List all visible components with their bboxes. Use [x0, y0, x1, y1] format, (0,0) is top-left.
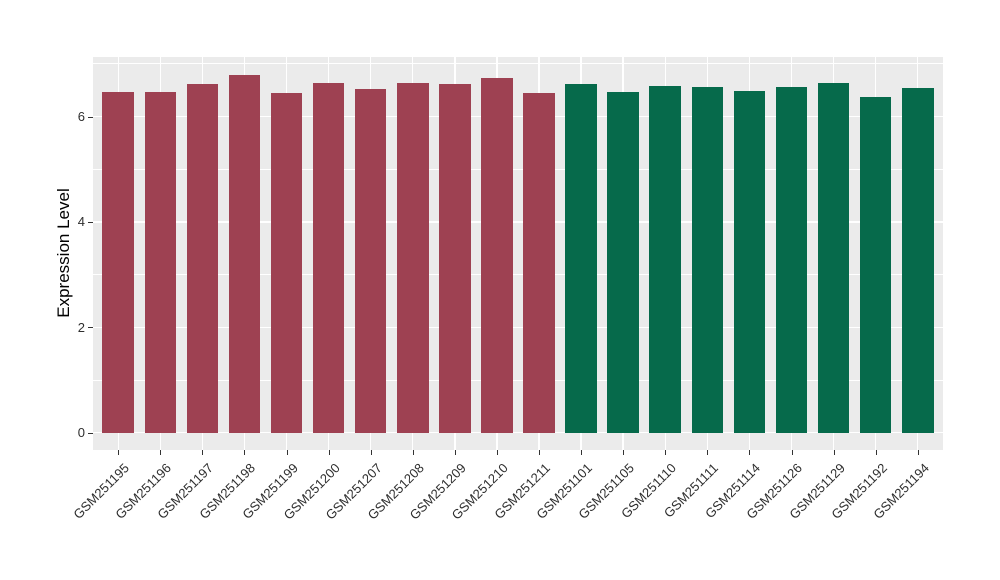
x-axis-tick [412, 450, 414, 455]
bar-GSM251129 [817, 82, 850, 433]
y-tick-label: 4 [77, 214, 85, 230]
x-axis-tick [581, 450, 583, 455]
major-gridline [93, 221, 943, 223]
y-axis-tick [88, 221, 93, 223]
x-axis-tick [328, 450, 330, 455]
x-axis-tick [707, 450, 709, 455]
major-gridline [93, 431, 943, 434]
x-axis-tick [244, 450, 246, 455]
bar-GSM251200 [312, 82, 345, 433]
plot-panel [93, 57, 943, 450]
x-axis-tick [875, 450, 877, 455]
bar-GSM251209 [439, 84, 471, 433]
bar-GSM251199 [270, 92, 303, 433]
bar-GSM251198 [228, 74, 261, 433]
bar-GSM251211 [523, 92, 555, 433]
x-axis-tick [791, 450, 793, 455]
bar-GSM251114 [733, 91, 766, 433]
bar-GSM251192 [859, 96, 892, 433]
bar-GSM251196 [144, 91, 177, 433]
bar-GSM251194 [901, 87, 934, 433]
y-axis-tick [88, 432, 93, 434]
x-axis-tick [454, 450, 456, 455]
bar-GSM251208 [397, 82, 429, 433]
y-axis-title: Expression Level [54, 188, 73, 318]
y-axis-tick [88, 327, 93, 329]
y-axis-tick [88, 116, 93, 118]
x-axis-tick [118, 450, 120, 455]
y-tick-label: 6 [77, 109, 85, 125]
bar-GSM251207 [354, 88, 387, 433]
x-axis-tick [623, 450, 625, 455]
bar-GSM251197 [186, 84, 219, 433]
x-axis-tick [496, 450, 498, 455]
minor-gridline [93, 274, 943, 275]
x-axis-tick [286, 450, 288, 455]
x-axis-tick [370, 450, 372, 455]
bar-GSM251111 [691, 87, 724, 433]
bar-GSM251105 [607, 92, 639, 433]
minor-gridline [93, 63, 943, 65]
x-axis-tick [665, 450, 667, 455]
x-axis-tick [202, 450, 204, 455]
x-axis-tick [833, 450, 835, 455]
x-axis-tick [160, 450, 162, 455]
bar-GSM251110 [649, 85, 682, 433]
x-axis-tick [539, 450, 541, 455]
x-axis-tick [749, 450, 751, 455]
minor-gridline [93, 379, 943, 381]
major-gridline [93, 326, 943, 328]
minor-gridline [93, 168, 943, 170]
bar-GSM251101 [565, 84, 597, 433]
bar-GSM251195 [102, 91, 134, 433]
x-axis-tick [917, 450, 919, 455]
y-tick-label: 2 [77, 319, 85, 335]
major-gridline [93, 115, 943, 118]
bar-GSM251126 [775, 87, 808, 433]
bar-GSM251210 [481, 77, 513, 433]
y-tick-label: 0 [77, 425, 85, 441]
